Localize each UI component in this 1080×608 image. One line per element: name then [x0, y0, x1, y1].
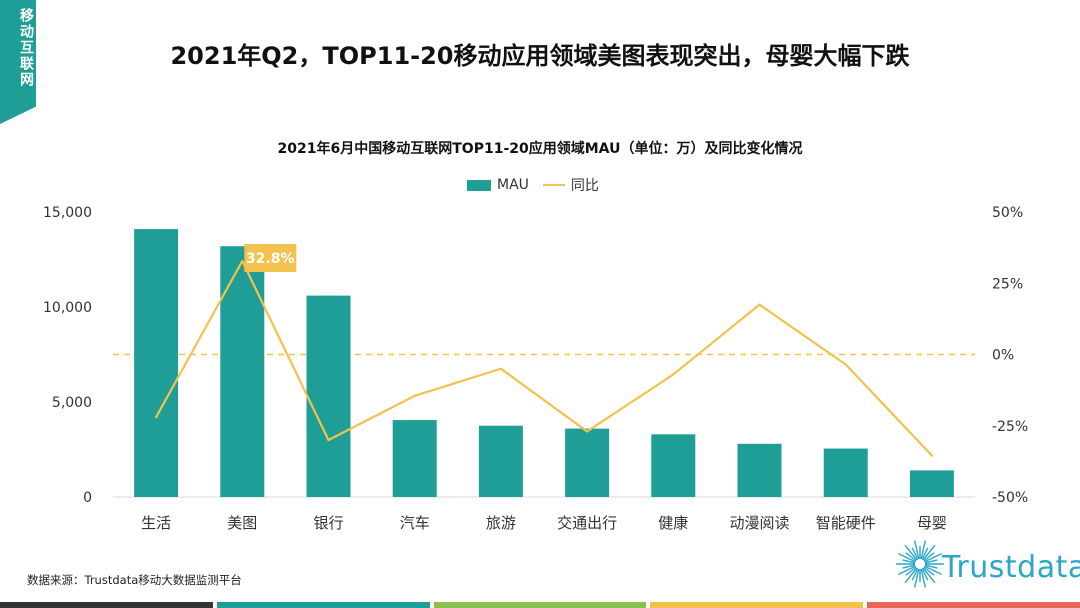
bottom-bar-segment — [867, 602, 1080, 608]
chart-title: 2021年6月中国移动互联网TOP11-20应用领域MAU（单位：万）及同比变化… — [277, 141, 803, 157]
sunburst-ray — [923, 566, 935, 576]
trustdata-logo: Trustdata — [892, 536, 1080, 592]
yoy-point — [930, 454, 934, 457]
sunburst-ray — [924, 552, 942, 563]
sunburst-ray — [905, 566, 917, 576]
sunburst-ray — [904, 567, 918, 584]
x-tick-label: 银行 — [313, 514, 343, 532]
sunburst-ray — [911, 568, 919, 581]
y-tick-label: 15,000 — [43, 205, 92, 221]
highlight-label: 32.8% — [246, 251, 295, 267]
sunburst-ray — [920, 540, 927, 560]
y2-tick-label: -50% — [992, 490, 1028, 506]
mau-bar — [823, 448, 868, 497]
yoy-point — [844, 363, 847, 366]
y2-tick-label: 25% — [992, 276, 1023, 292]
sunburst-ray — [924, 564, 938, 569]
sunburst-icon — [896, 540, 944, 588]
bottom-color-bar — [0, 602, 1080, 608]
sunburst-ray — [923, 552, 935, 562]
x-tick-label: 交通出行 — [557, 514, 617, 532]
sunburst-ray — [922, 567, 936, 584]
y-tick-label: 10,000 — [43, 300, 92, 316]
sunburst-ray — [905, 552, 917, 562]
mau-bar — [737, 443, 782, 497]
bottom-bar-segment — [650, 602, 864, 608]
x-tick-label: 健康 — [658, 514, 688, 532]
sunburst-ray — [921, 568, 929, 581]
page-title: 2021年Q2，TOP11-20移动应用领域美图表现突出，母婴大幅下跌 — [170, 42, 910, 70]
sunburst-ray — [902, 559, 916, 564]
sunburst-ray — [913, 540, 920, 560]
x-tick-label: 动漫阅读 — [729, 514, 789, 532]
legend-label-mau: MAU — [497, 177, 529, 193]
corner-tag-text: 移动互联网 — [18, 8, 34, 88]
y2-tick-label: 0% — [992, 348, 1014, 364]
mau-bar — [220, 246, 265, 497]
sunburst-ray — [898, 552, 916, 563]
yoy-point — [154, 416, 158, 419]
mau-bar — [478, 425, 523, 497]
yoy-point — [327, 438, 330, 442]
mau-bar — [306, 295, 351, 497]
mau-bar — [134, 229, 179, 497]
yoy-point — [241, 259, 244, 263]
mau-bar — [392, 420, 437, 497]
y-tick-label: 0 — [83, 490, 92, 506]
sunburst-ray — [898, 565, 916, 576]
legend-swatch-mau — [467, 179, 491, 191]
legend-item-mau: MAU — [467, 177, 529, 193]
sunburst-ray — [924, 565, 942, 576]
y2-tick-label: -25% — [992, 419, 1028, 435]
chart-legend: MAU 同比 — [467, 176, 599, 194]
x-tick-label: 旅游 — [486, 514, 516, 532]
yoy-point — [585, 430, 589, 433]
sunburst-ray — [924, 559, 938, 564]
mau-bar — [565, 428, 610, 497]
bottom-bar-segment — [433, 602, 647, 608]
legend-item-yoy: 同比 — [542, 175, 599, 195]
sunburst-ray — [904, 544, 918, 561]
bottom-bar-segment — [0, 602, 213, 608]
x-tick-label: 汽车 — [400, 514, 430, 532]
sunburst-ray — [920, 568, 927, 588]
sunburst-ray — [913, 568, 920, 588]
x-tick-label: 智能硬件 — [816, 514, 876, 532]
yoy-point — [672, 373, 675, 376]
mau-bar — [909, 470, 954, 497]
x-tick-label: 母婴 — [917, 514, 947, 532]
legend-swatch-yoy — [542, 184, 565, 186]
yoy-point — [499, 367, 503, 370]
yoy-point — [413, 394, 416, 398]
data-source: 数据来源：Trustdata移动大数据监测平台 — [27, 573, 242, 587]
sunburst-ray — [911, 547, 919, 560]
y2-tick-label: 50% — [992, 205, 1023, 221]
yoy-line — [155, 259, 933, 457]
sunburst-ray — [922, 544, 936, 561]
bottom-bar-segment — [216, 602, 430, 608]
x-tick-label: 美图 — [227, 514, 257, 532]
yoy-point — [758, 303, 761, 306]
logo-text: Trustdata — [942, 550, 1080, 585]
sunburst-ray — [921, 547, 929, 560]
sunburst-ray — [902, 564, 916, 569]
y-tick-label: 5,000 — [52, 395, 92, 411]
corner-tag: 移动互联网 — [0, 0, 36, 124]
x-tick-label: 生活 — [141, 514, 171, 532]
mau-bar — [651, 434, 696, 497]
highlight-label-box — [244, 244, 297, 273]
legend-label-yoy: 同比 — [570, 178, 599, 194]
